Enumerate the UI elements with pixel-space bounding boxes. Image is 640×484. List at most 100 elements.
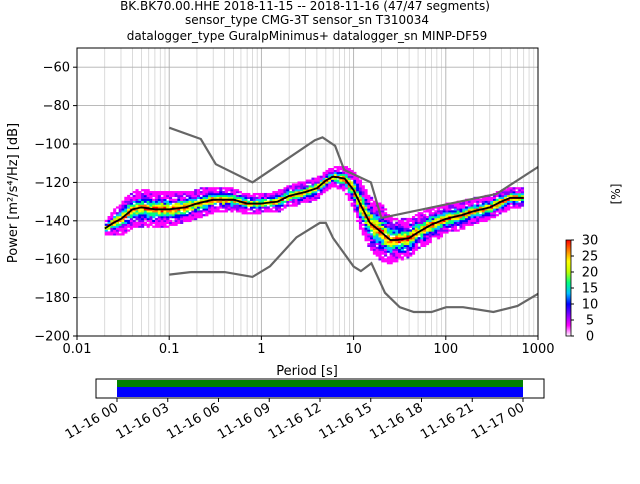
heat-cell <box>210 194 214 198</box>
heat-cell <box>180 208 184 211</box>
heat-cell <box>389 216 393 219</box>
heat-cell <box>317 187 321 190</box>
heat-cell <box>504 202 508 205</box>
heat-cell <box>400 235 404 238</box>
heat-cell <box>157 225 161 228</box>
heat-cell <box>481 212 485 215</box>
heat-cell <box>208 196 212 200</box>
heat-cell <box>361 189 365 192</box>
heat-cell <box>386 221 390 224</box>
colorbar-tick-label: 30 <box>582 234 599 249</box>
heat-cell <box>166 206 170 209</box>
heat-cell <box>328 181 332 184</box>
heat-cell <box>129 216 133 219</box>
heat-cell <box>509 198 513 201</box>
heat-cell <box>448 217 452 221</box>
heat-cell <box>157 196 161 200</box>
heat-cell <box>347 194 351 198</box>
heat-cell <box>473 208 477 211</box>
heat-cell <box>121 223 125 226</box>
heat-cell <box>124 219 128 223</box>
heat-cell <box>492 208 497 211</box>
heat-cell <box>269 198 273 201</box>
heat-cell <box>143 223 147 226</box>
heat-cell <box>205 210 209 213</box>
heat-cell <box>305 198 309 201</box>
heat-cell <box>336 185 340 188</box>
heat-cell <box>317 181 321 184</box>
heat-cell <box>358 223 363 226</box>
heat-cell <box>342 183 346 186</box>
heat-cell <box>520 187 525 190</box>
heat-cell <box>356 183 360 186</box>
heat-cell <box>425 235 430 238</box>
heat-cell <box>141 196 145 200</box>
heat-cell <box>300 194 304 198</box>
heat-cell <box>451 204 455 207</box>
heat-cell <box>372 227 376 230</box>
heat-cell <box>127 229 131 232</box>
heat-cell <box>143 217 147 221</box>
heat-cell <box>470 219 474 223</box>
heat-cell <box>498 194 502 198</box>
heat-cell <box>378 252 382 255</box>
heat-cell <box>113 212 117 215</box>
heat-cell <box>141 219 145 223</box>
heat-cell <box>364 212 368 215</box>
heat-cell <box>437 223 441 226</box>
heat-cell <box>358 179 363 182</box>
heat-cell <box>222 192 226 196</box>
heat-cell <box>174 200 178 203</box>
heat-cell <box>476 202 480 205</box>
heat-cell <box>398 240 402 244</box>
heat-cell <box>445 221 449 224</box>
heat-cell <box>238 206 242 209</box>
heat-cell <box>272 204 276 207</box>
heat-cell <box>504 208 508 211</box>
heat-cell <box>247 196 251 200</box>
heat-cell <box>518 187 522 190</box>
heat-cell <box>364 208 368 211</box>
heat-cell <box>182 196 187 200</box>
heat-cell <box>439 233 444 236</box>
heat-cell <box>381 256 385 259</box>
heat-cell <box>121 225 125 228</box>
heat-cell <box>448 212 452 215</box>
heat-cell <box>110 219 114 223</box>
heat-cell <box>395 221 399 224</box>
heat-cell <box>442 214 446 217</box>
heat-cell <box>372 210 376 213</box>
heat-cell <box>403 235 407 238</box>
heat-cell <box>484 219 488 223</box>
heat-cell <box>157 200 161 203</box>
heat-cell <box>166 204 170 207</box>
heat-cell <box>406 250 410 253</box>
heat-cell <box>364 223 368 226</box>
heat-cell <box>358 221 363 224</box>
heat-cell <box>319 181 323 184</box>
heat-cell <box>263 204 268 207</box>
heat-cell <box>361 212 365 215</box>
heat-cell <box>325 171 329 175</box>
heat-cell <box>403 221 407 224</box>
heat-cell <box>350 192 354 196</box>
heat-cell <box>411 235 416 238</box>
heat-cell <box>411 248 416 251</box>
heat-cell <box>395 240 399 244</box>
heat-cell <box>409 239 413 242</box>
heat-cell <box>512 187 516 190</box>
heat-cell <box>219 206 223 209</box>
heat-cell <box>224 189 228 192</box>
heat-cell <box>423 217 427 221</box>
heat-cell <box>400 237 404 240</box>
heat-cell <box>353 210 357 213</box>
heat-cell <box>300 183 304 186</box>
heat-cell <box>431 227 435 230</box>
heat-cell <box>322 187 326 190</box>
heat-cell <box>138 204 142 207</box>
heat-cell <box>224 196 228 200</box>
x-tick-label: 0.1 <box>159 342 180 357</box>
heat-cell <box>191 191 195 194</box>
heat-cell <box>118 214 122 217</box>
heat-cell <box>127 219 131 223</box>
